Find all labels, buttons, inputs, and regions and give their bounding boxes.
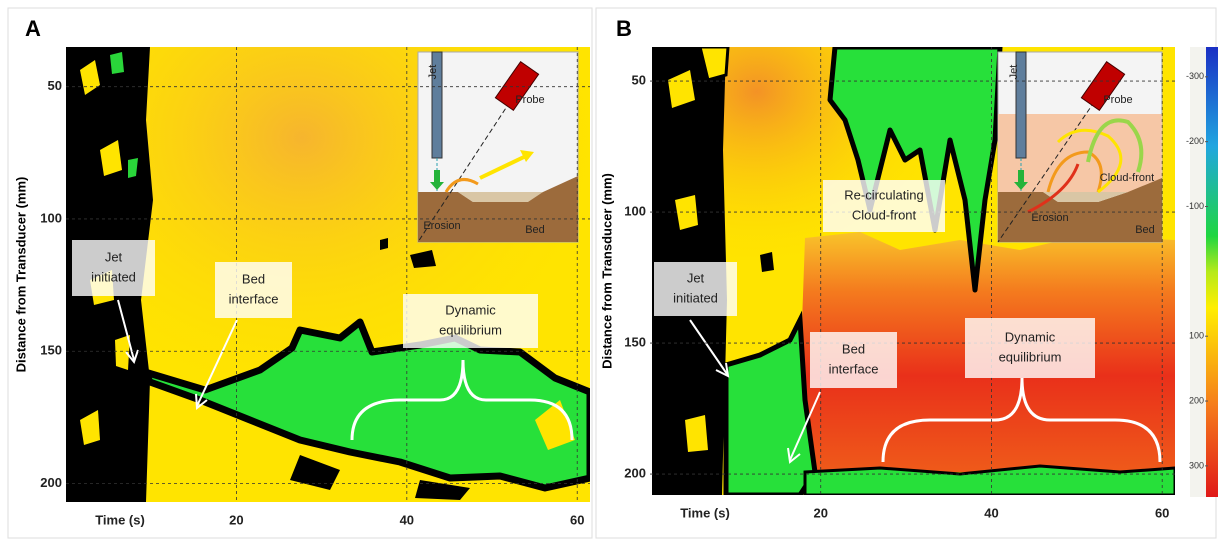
y-tick-label: 50 xyxy=(632,72,646,87)
panel-letter: B xyxy=(616,16,632,41)
inset-label: Erosion xyxy=(423,220,460,232)
colorbar-tick-label: -100 xyxy=(1186,201,1204,211)
inset-label: Jet xyxy=(1008,65,1020,80)
annotation-text: Cloud-front xyxy=(852,207,917,222)
y-tick-label: 50 xyxy=(48,78,62,93)
colorbar-tick-label: -200 xyxy=(1186,136,1204,146)
annotation-text: Bed xyxy=(842,341,865,356)
y-tick-label: 200 xyxy=(40,475,62,490)
x-tick-label: 40 xyxy=(400,512,414,527)
inset-label: Erosion xyxy=(1031,212,1068,224)
inset-label: Jet xyxy=(427,65,439,80)
y-tick-label: 150 xyxy=(40,343,62,358)
colorbar xyxy=(1206,47,1218,497)
annotation-box xyxy=(72,240,155,296)
annotation-box xyxy=(215,262,292,318)
colorbar-tick-label: -300 xyxy=(1186,71,1204,81)
figure: A Distance from Transducer (mm) Time (s) 20… xyxy=(0,0,1220,543)
inset-label: Probe xyxy=(1103,94,1132,106)
inset-label: Probe xyxy=(515,94,544,106)
annotation-text: initiated xyxy=(673,290,718,305)
annotation-text: Re-circulating xyxy=(844,187,923,202)
annotation-box xyxy=(965,318,1095,378)
inset-label: Cloud-front xyxy=(1100,172,1154,184)
inset-label: Bed xyxy=(525,224,545,236)
colorbar-tick-label: 300 xyxy=(1189,460,1204,470)
annotation-text: interface xyxy=(829,361,879,376)
annotation-text: interface xyxy=(229,291,279,306)
x-tick-label: 40 xyxy=(984,505,998,520)
inset-label: Bed xyxy=(1135,224,1155,236)
annotation-text: Dynamic xyxy=(445,302,496,317)
y-tick-label: 100 xyxy=(40,210,62,225)
x-axis-label: Time (s) xyxy=(680,505,730,520)
y-axis-label: Distance from Transducer (mm) xyxy=(13,177,28,373)
inset-diagram xyxy=(418,52,578,242)
panel-letter: A xyxy=(25,16,41,41)
x-axis-label: Time (s) xyxy=(95,512,145,527)
colorbar-tick-label: 100 xyxy=(1189,331,1204,341)
x-tick-label: 20 xyxy=(813,505,827,520)
colorbar-tick-label: 200 xyxy=(1189,395,1204,405)
x-tick-label: 60 xyxy=(570,512,584,527)
annotation-text: Dynamic xyxy=(1005,329,1056,344)
annotation-text: Bed xyxy=(242,271,265,286)
annotation-text: Jet xyxy=(687,270,705,285)
annotation-text: equilibrium xyxy=(999,349,1062,364)
x-tick-label: 60 xyxy=(1155,505,1169,520)
annotation-text: equilibrium xyxy=(439,322,502,337)
y-tick-label: 200 xyxy=(624,465,646,480)
y-axis-label: Distance from Transducer (mm) xyxy=(599,173,614,369)
y-tick-label: 150 xyxy=(624,334,646,349)
colorbar-label-band xyxy=(1190,47,1206,497)
annotation-text: initiated xyxy=(91,269,136,284)
annotation-text: Jet xyxy=(105,249,123,264)
annotation-box xyxy=(810,332,897,388)
x-tick-label: 20 xyxy=(229,512,243,527)
inset-diagram xyxy=(998,52,1162,242)
y-tick-label: 100 xyxy=(624,203,646,218)
